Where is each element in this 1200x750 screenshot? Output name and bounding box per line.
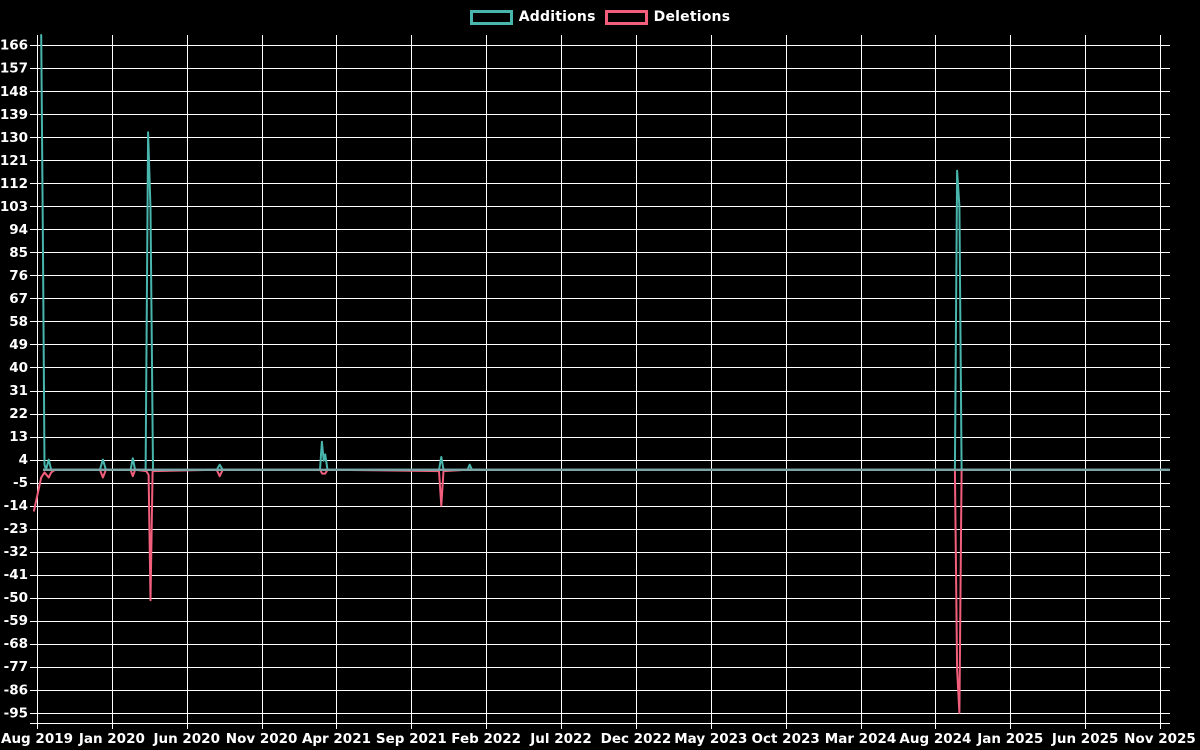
y-tick-label: -32 [4,544,28,560]
x-tick-label: Jun 2020 [152,731,220,747]
y-tick-label: 112 [0,176,28,192]
y-tick-label: 130 [0,130,28,146]
y-tick-label: -14 [4,498,28,514]
y-tick-label: 76 [9,268,28,284]
y-tick-label: 22 [9,406,28,422]
y-tick-label: 40 [9,360,28,376]
x-tick-label: Feb 2022 [451,731,521,747]
legend-item-additions[interactable]: Additions [469,9,596,25]
y-tick-label: 67 [9,291,28,307]
y-tick-label: -77 [4,659,28,675]
y-tick-label: -23 [4,521,28,537]
y-tick-label: 103 [0,199,28,215]
deletions-swatch-icon [604,9,648,25]
y-tick-label: 139 [0,107,28,123]
y-tick-label: 58 [9,314,28,330]
legend-label-deletions: Deletions [653,9,731,25]
y-tick-label: -50 [4,590,28,606]
y-tick-label: -95 [4,705,28,721]
y-tick-label: 4 [19,452,28,468]
x-tick-label: Jul 2022 [529,731,592,747]
y-tick-label: 148 [0,84,28,100]
y-tick-label: 85 [9,245,28,261]
chart-legend: Additions Deletions [0,7,1200,27]
y-tick-label: -68 [4,636,28,652]
y-tick-label: -86 [4,682,28,698]
x-tick-label: Aug 2024 [899,731,971,747]
x-tick-label: Oct 2023 [752,731,820,747]
x-tick-label: Jun 2025 [1051,731,1119,747]
y-tick-label: 121 [0,153,28,169]
legend-item-deletions[interactable]: Deletions [604,9,731,25]
x-tick-label: Apr 2021 [302,731,371,747]
y-tick-label: 13 [9,429,28,445]
x-tick-label: May 2023 [674,731,747,747]
additions-swatch-icon [469,9,513,25]
x-tick-label: Mar 2024 [825,731,896,747]
y-tick-label: -5 [13,475,28,491]
y-tick-label: 31 [9,383,28,399]
x-tick-label: Jan 2025 [976,731,1043,747]
x-tick-label: Sep 2021 [376,731,447,747]
legend-label-additions: Additions [518,9,596,25]
x-tick-label: Aug 2019 [1,731,73,747]
y-tick-label: -59 [4,613,28,629]
x-tick-label: Nov 2020 [226,731,298,747]
y-tick-label: 157 [0,61,28,77]
y-tick-label: -41 [4,567,28,583]
y-tick-label: 94 [9,222,28,238]
y-tick-label: 166 [0,38,28,54]
y-tick-label: 49 [9,337,28,353]
x-tick-label: Nov 2025 [1124,731,1196,747]
x-tick-label: Dec 2022 [601,731,672,747]
x-tick-label: Jan 2020 [78,731,145,747]
